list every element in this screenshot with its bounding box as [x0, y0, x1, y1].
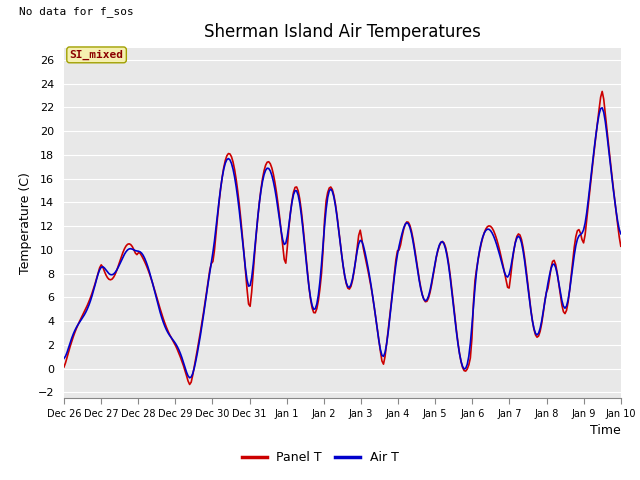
Air T: [129, 246, 136, 252]
Panel T: [246, 303, 254, 309]
Air T: [617, 231, 625, 237]
Air T: [305, 285, 313, 290]
Y-axis label: Temperature (C): Temperature (C): [19, 172, 32, 274]
Panel T: [255, 199, 263, 204]
Panel T: [598, 88, 606, 94]
Panel T: [60, 364, 68, 370]
Air T: [255, 200, 263, 205]
Panel T: [305, 285, 313, 290]
Air T: [598, 105, 606, 111]
Panel T: [228, 154, 236, 160]
Air T: [228, 161, 236, 167]
Panel T: [129, 244, 136, 250]
Air T: [246, 283, 254, 288]
Line: Panel T: Panel T: [64, 91, 621, 384]
X-axis label: Time: Time: [590, 424, 621, 437]
Text: No data for f_sos: No data for f_sos: [19, 6, 134, 17]
Panel T: [186, 382, 193, 387]
Air T: [60, 356, 68, 361]
Legend: Panel T, Air T: Panel T, Air T: [237, 446, 403, 469]
Air T: [186, 375, 193, 381]
Panel T: [588, 173, 595, 179]
Line: Air T: Air T: [64, 108, 621, 378]
Air T: [588, 170, 595, 176]
Title: Sherman Island Air Temperatures: Sherman Island Air Temperatures: [204, 23, 481, 41]
Text: SI_mixed: SI_mixed: [70, 50, 124, 60]
Panel T: [617, 243, 625, 249]
